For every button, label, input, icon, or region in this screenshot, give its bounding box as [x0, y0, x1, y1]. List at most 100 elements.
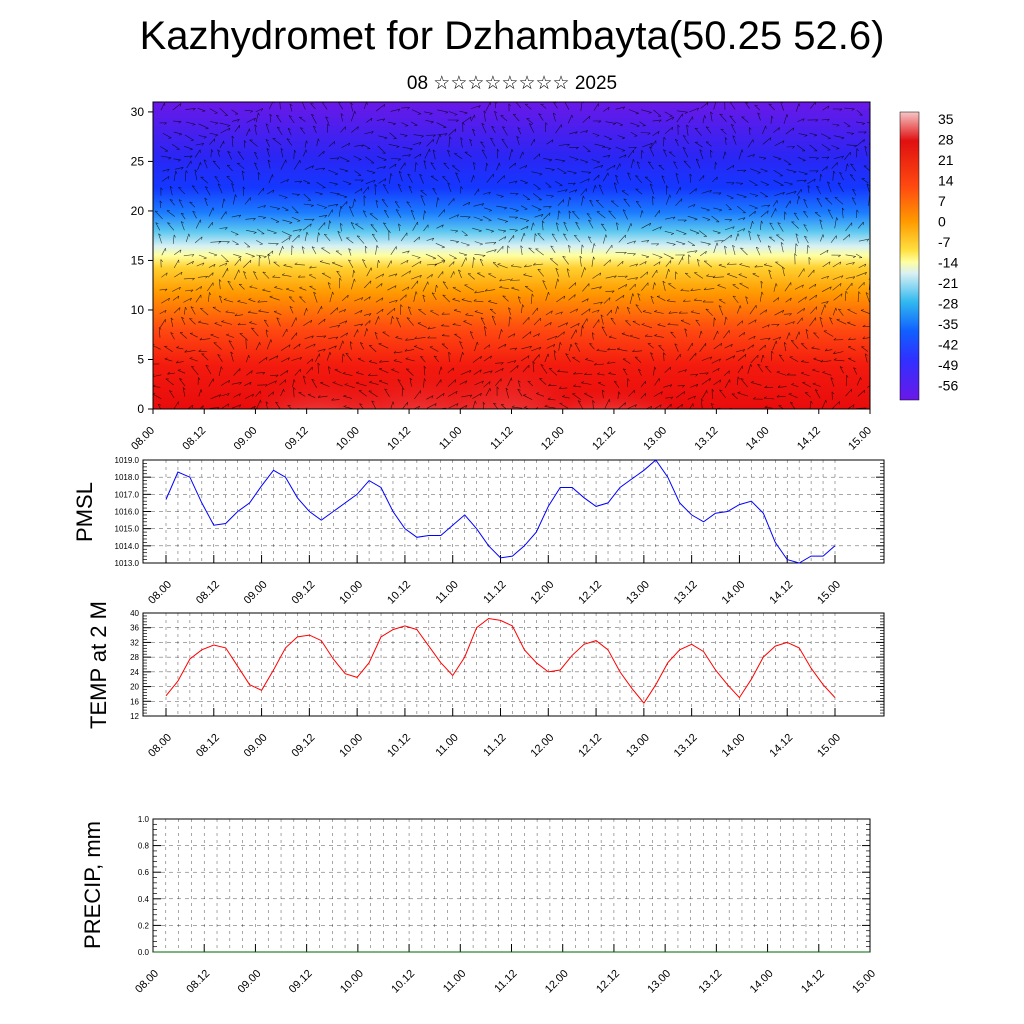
wind-barb	[436, 197, 439, 208]
wind-barb	[304, 140, 307, 148]
wind-barb	[221, 198, 225, 208]
wind-barb-flag	[190, 289, 194, 293]
wind-barb-flag	[563, 233, 567, 236]
wind-barb	[217, 183, 223, 194]
wind-barb-flag	[253, 405, 256, 409]
wind-barb-flag	[343, 309, 346, 313]
x-tick-label: 09.00	[232, 425, 260, 453]
wind-barb	[318, 150, 325, 157]
wind-barb-flag	[752, 220, 754, 224]
wind-barb-flag	[226, 241, 230, 244]
wind-barb-flag	[272, 391, 274, 395]
wind-barb	[508, 307, 511, 315]
wind-barb-flag	[474, 114, 476, 118]
wind-barb	[316, 181, 326, 188]
wind-barb-flag	[460, 137, 464, 140]
wind-barb	[750, 168, 761, 173]
wind-barb	[486, 173, 494, 183]
wind-barb	[481, 123, 487, 134]
wind-barb-flag	[514, 162, 516, 166]
wind-barb	[214, 323, 223, 327]
wind-barb	[776, 234, 785, 241]
wind-barb	[256, 254, 267, 257]
wind-barb-flag	[765, 366, 769, 368]
wind-barb	[160, 146, 169, 152]
wind-barb	[389, 173, 392, 184]
wind-barb	[596, 350, 607, 352]
wind-barb	[170, 332, 175, 340]
x-tick-label: 08.12	[194, 579, 222, 607]
wind-barb-flag	[709, 378, 711, 382]
wind-barb	[687, 241, 695, 246]
wind-barb	[803, 224, 809, 232]
wind-barb-flag	[340, 113, 344, 116]
wind-barb-flag	[455, 172, 459, 175]
wind-barb-flag	[582, 195, 585, 199]
wind-barb	[303, 308, 307, 316]
wind-barb-flag	[454, 114, 458, 116]
wind-barb-flag	[635, 113, 639, 115]
wind-barb	[201, 353, 209, 361]
wind-barb-flag	[271, 250, 274, 254]
wind-barb	[363, 144, 371, 149]
wind-barb	[735, 233, 739, 241]
wind-barb	[786, 146, 795, 148]
wind-barb	[838, 308, 844, 316]
wind-barb	[845, 222, 853, 232]
y-tick-label: 1018.0	[115, 473, 140, 482]
x-tick-label: 14.00	[720, 579, 748, 607]
wind-barb-flag	[608, 335, 612, 338]
wind-barb-flag	[841, 293, 843, 297]
wind-barb	[592, 309, 600, 313]
wind-barb-flag	[833, 337, 837, 341]
wind-barb	[813, 332, 820, 339]
wind-barb-flag	[356, 371, 360, 373]
wind-barb	[687, 395, 696, 400]
wind-barb	[214, 176, 220, 183]
wind-barb-flag	[310, 103, 314, 105]
wind-barb-flag	[420, 135, 424, 138]
wind-barb-flag	[792, 321, 795, 325]
wind-barb-flag	[544, 404, 548, 407]
wind-barb-flag	[630, 223, 633, 227]
wind-barb-flag	[557, 278, 560, 282]
wind-barb	[232, 119, 240, 122]
wind-barb	[825, 349, 833, 352]
wind-barb-flag	[801, 359, 804, 362]
wind-barb	[651, 140, 657, 148]
wind-barb	[592, 400, 594, 409]
wind-barb-flag	[601, 326, 605, 329]
wind-barb	[267, 159, 271, 169]
wind-barb-flag	[479, 258, 483, 261]
wind-barb	[249, 322, 257, 325]
wind-barb-flag	[719, 358, 721, 362]
wind-barb-flag	[810, 400, 813, 404]
wind-barb	[677, 385, 685, 387]
wind-barb-flag	[725, 316, 728, 320]
wind-barb	[418, 309, 426, 315]
wind-barb	[821, 399, 827, 409]
wind-barb	[816, 198, 823, 207]
wind-barb	[408, 185, 413, 194]
wind-barb	[447, 182, 452, 193]
wind-barb	[676, 241, 686, 245]
wind-barb-flag	[504, 207, 507, 210]
wind-barb-flag	[231, 135, 235, 139]
wind-barb-flag	[357, 329, 359, 333]
wind-barb	[316, 335, 327, 337]
wind-barb-flag	[668, 268, 670, 272]
wind-barb	[280, 159, 287, 170]
wind-barb-flag	[615, 174, 619, 178]
wind-barb	[768, 269, 772, 280]
wind-barb	[174, 167, 184, 170]
wind-barb	[302, 223, 312, 231]
wind-barb	[176, 361, 184, 364]
wind-barb-flag	[523, 394, 527, 396]
wind-barb	[803, 211, 809, 218]
wind-barb	[180, 213, 186, 220]
wind-barb	[738, 149, 743, 160]
wind-barb	[713, 330, 718, 340]
wind-barb-flag	[527, 355, 530, 359]
wind-barb	[178, 187, 186, 195]
